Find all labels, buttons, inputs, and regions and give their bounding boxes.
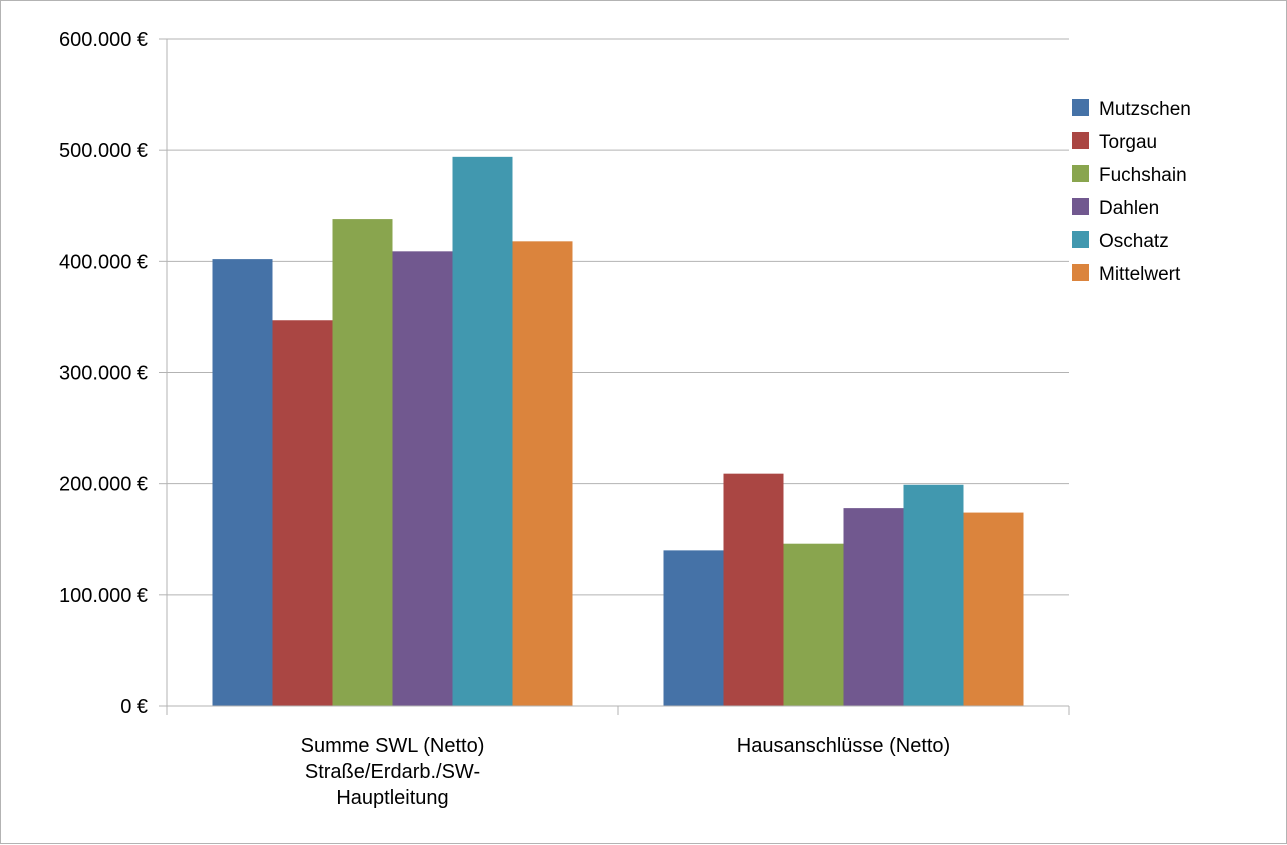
x-category-label-line: Straße/Erdarb./SW-	[305, 761, 480, 783]
y-tick-label: 600.000 €	[59, 29, 148, 51]
legend-swatch-torgau	[1072, 132, 1089, 149]
bar-oschatz	[903, 484, 964, 706]
bar-torgau	[723, 473, 784, 706]
x-category-label-line: Hauptleitung	[336, 787, 448, 809]
bar-fuchshain	[332, 219, 393, 706]
x-axis-category-labels: Summe SWL (Netto) Straße/Erdarb./SW- Haupt…	[301, 735, 951, 809]
y-tick-label: 0 €	[120, 696, 148, 718]
bar-dahlen	[392, 251, 453, 706]
legend-swatch-oschatz	[1072, 231, 1089, 248]
y-tick-label: 300.000 €	[59, 363, 148, 385]
legend-label-dahlen: Dahlen	[1099, 198, 1159, 219]
bar-torgau	[272, 320, 333, 706]
x-category-label-line: Hausanschlüsse (Netto)	[737, 735, 950, 757]
y-tick-label: 100.000 €	[59, 585, 148, 607]
bar-mutzschen	[212, 259, 273, 706]
bar-mutzschen	[663, 550, 724, 706]
bar-mittelwert	[963, 512, 1024, 706]
legend-swatch-dahlen	[1072, 198, 1089, 215]
x-category-label-line: Summe SWL (Netto)	[301, 735, 485, 757]
axes	[159, 38, 1070, 715]
legend-label-fuchshain: Fuchshain	[1099, 165, 1187, 186]
y-tick-label: 400.000 €	[59, 251, 148, 273]
bar-oschatz	[452, 156, 513, 706]
y-tick-label: 200.000 €	[59, 474, 148, 496]
bar-fuchshain	[783, 543, 844, 706]
y-axis-tick-labels: 0 € 100.000 € 200.000 € 300.000 € 400.000 € 5…	[59, 29, 148, 718]
legend-label-mittelwert: Mittelwert	[1099, 264, 1181, 285]
x-category-label: Hausanschlüsse (Netto)	[737, 735, 950, 757]
legend-swatch-mutzschen	[1072, 99, 1089, 116]
legend-label-torgau: Torgau	[1099, 132, 1157, 153]
legend-label-mutzschen: Mutzschen	[1099, 99, 1191, 120]
bars	[212, 156, 1024, 706]
bar-mittelwert	[512, 241, 573, 706]
legend-swatch-fuchshain	[1072, 165, 1089, 182]
x-category-label: Summe SWL (Netto) Straße/Erdarb./SW- Haupt…	[301, 735, 485, 809]
y-tick-label: 500.000 €	[59, 140, 148, 162]
legend-swatch-mittelwert	[1072, 264, 1089, 281]
bar-dahlen	[843, 508, 904, 706]
legend-label-oschatz: Oschatz	[1099, 231, 1169, 252]
legend: Mutzschen Torgau Fuchshain Dahlen Oschatz Mit…	[1072, 99, 1191, 285]
